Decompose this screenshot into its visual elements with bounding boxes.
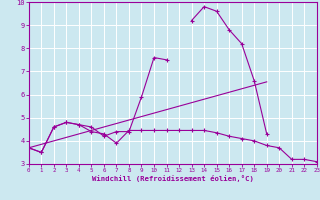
X-axis label: Windchill (Refroidissement éolien,°C): Windchill (Refroidissement éolien,°C) bbox=[92, 175, 254, 182]
